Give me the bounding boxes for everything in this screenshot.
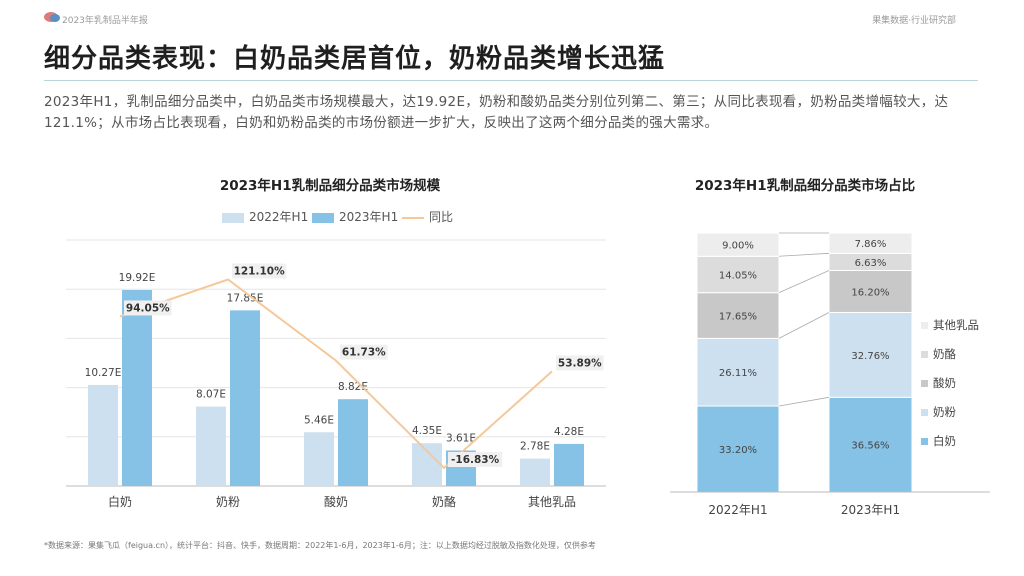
segment-label: 33.20% bbox=[719, 445, 757, 456]
segment-label: 16.20% bbox=[851, 287, 889, 298]
legend-label: 酸奶 bbox=[933, 376, 956, 390]
x-tick-label: 2023年H1 bbox=[841, 503, 900, 517]
legend-item-2022: 2022年H1 bbox=[222, 208, 308, 225]
segment-label: 26.11% bbox=[719, 368, 757, 379]
bar-2023 bbox=[446, 450, 476, 486]
legend-swatch bbox=[921, 409, 928, 416]
stack-segment bbox=[828, 252, 913, 272]
connector-line bbox=[778, 396, 830, 407]
connector-line bbox=[778, 312, 830, 339]
legend-label: 其他乳品 bbox=[933, 318, 979, 332]
stack-segment bbox=[696, 337, 780, 407]
yoy-label-text: 61.73% bbox=[342, 347, 386, 359]
x-tick-label: 2022年H1 bbox=[708, 503, 767, 517]
segment-label: 32.76% bbox=[851, 351, 889, 362]
stack-segment bbox=[828, 396, 913, 493]
data-label-2023: 8.82E bbox=[338, 381, 368, 393]
source-footnote: *数据来源：果集飞瓜（feigua.cn），统计平台：抖音、快手，数据周期：20… bbox=[44, 541, 596, 550]
data-label-2023: 4.28E bbox=[554, 426, 584, 438]
segment-label: 14.05% bbox=[719, 270, 757, 281]
legend-swatch-2023 bbox=[312, 212, 334, 223]
yoy-line bbox=[119, 278, 553, 470]
top-bar: 2023年乳制品半年报 果集数据·行业研究部 bbox=[0, 0, 1024, 28]
connector-line bbox=[778, 270, 830, 294]
bar-2023 bbox=[554, 443, 584, 486]
legend-line-yoy bbox=[402, 216, 424, 219]
data-label-2023: 17.85E bbox=[227, 292, 264, 304]
yoy-label-text: -16.83% bbox=[451, 454, 500, 466]
x-tick-label: 奶酪 bbox=[432, 494, 456, 509]
stack-segment bbox=[696, 255, 780, 294]
legend-swatch bbox=[921, 322, 928, 329]
headline-divider bbox=[44, 80, 978, 81]
x-tick-label: 其他乳品 bbox=[528, 495, 576, 509]
yoy-label-text: 53.89% bbox=[558, 357, 602, 369]
yoy-label-box bbox=[340, 344, 388, 360]
yoy-data-label: -16.83% bbox=[448, 452, 503, 468]
share-chart-title: 2023年H1乳制品细分品类市场占比 bbox=[694, 178, 916, 194]
yoy-label-text: 121.10% bbox=[234, 265, 286, 277]
legend-swatch bbox=[921, 438, 928, 445]
legend-label-2023: 2023年H1 bbox=[339, 210, 399, 224]
legend-item-yoy: 同比 bbox=[402, 208, 453, 225]
connector-line bbox=[778, 252, 830, 257]
data-label-2023: 19.92E bbox=[119, 272, 156, 284]
segment-label: 9.00% bbox=[722, 241, 754, 252]
data-label-2022: 8.07E bbox=[196, 389, 226, 401]
report-name: 2023年乳制品半年报 bbox=[62, 16, 148, 26]
summary-paragraph: 2023年H1，乳制品细分品类中，白奶品类市场规模最大，达19.92E，奶粉和酸… bbox=[44, 94, 949, 131]
data-label-2022: 5.46E bbox=[304, 414, 334, 426]
data-label-2022: 4.35E bbox=[412, 425, 442, 437]
stack-segment bbox=[696, 405, 780, 493]
legend-swatch bbox=[921, 380, 928, 387]
legend-label-yoy: 同比 bbox=[429, 210, 454, 224]
legend-item-2023: 2023年H1 bbox=[312, 208, 398, 225]
bar-2023 bbox=[338, 399, 368, 486]
yoy-data-label: 94.05% bbox=[124, 300, 172, 316]
x-tick-label: 奶粉 bbox=[216, 495, 240, 509]
yoy-data-label: 53.89% bbox=[556, 355, 604, 371]
bar-2023 bbox=[230, 310, 260, 486]
yoy-label-text: 94.05% bbox=[126, 302, 170, 314]
stack-segment bbox=[828, 270, 913, 313]
data-label-2023: 3.61E bbox=[446, 432, 476, 444]
legend-label: 白奶 bbox=[933, 434, 956, 448]
legend-label: 奶粉 bbox=[933, 405, 956, 419]
bar-chart-title: 2023年H1乳制品细分品类市场规模 bbox=[219, 178, 441, 194]
stack-segment bbox=[696, 292, 780, 339]
x-tick-label: 酸奶 bbox=[324, 494, 348, 509]
stack-segment bbox=[828, 311, 913, 398]
yoy-data-label: 121.10% bbox=[232, 263, 287, 279]
yoy-label-box bbox=[556, 355, 604, 371]
data-label-2022: 10.27E bbox=[85, 367, 122, 379]
stack-segment bbox=[696, 232, 780, 257]
yoy-data-label: 61.73% bbox=[340, 344, 388, 360]
bar-2022 bbox=[196, 406, 226, 486]
legend-swatch bbox=[921, 351, 928, 358]
legend-label: 奶酪 bbox=[933, 347, 956, 361]
brand-department: 果集数据·行业研究部 bbox=[872, 16, 956, 26]
data-label-2022: 2.78E bbox=[520, 441, 550, 453]
segment-label: 36.56% bbox=[851, 441, 889, 452]
yoy-label-box bbox=[448, 452, 503, 468]
page-headline: 细分品类表现：白奶品类居首位，奶粉品类增长迅猛 bbox=[44, 44, 666, 74]
segment-label: 17.65% bbox=[719, 312, 757, 323]
bar-2022 bbox=[304, 432, 334, 486]
segment-label: 7.86% bbox=[855, 239, 887, 250]
bar-2022 bbox=[88, 384, 118, 486]
yoy-label-box bbox=[124, 300, 172, 316]
bar-2023 bbox=[122, 289, 152, 486]
yoy-label-box bbox=[232, 263, 287, 279]
stack-segment bbox=[828, 232, 913, 254]
segment-label: 6.63% bbox=[855, 258, 887, 269]
x-tick-label: 白奶 bbox=[108, 494, 132, 509]
bar-2022 bbox=[520, 458, 550, 486]
bar-2022 bbox=[412, 443, 442, 486]
legend-label-2022: 2022年H1 bbox=[249, 210, 309, 224]
brand-logo-icon bbox=[44, 12, 60, 22]
legend-swatch-2022 bbox=[222, 212, 244, 223]
